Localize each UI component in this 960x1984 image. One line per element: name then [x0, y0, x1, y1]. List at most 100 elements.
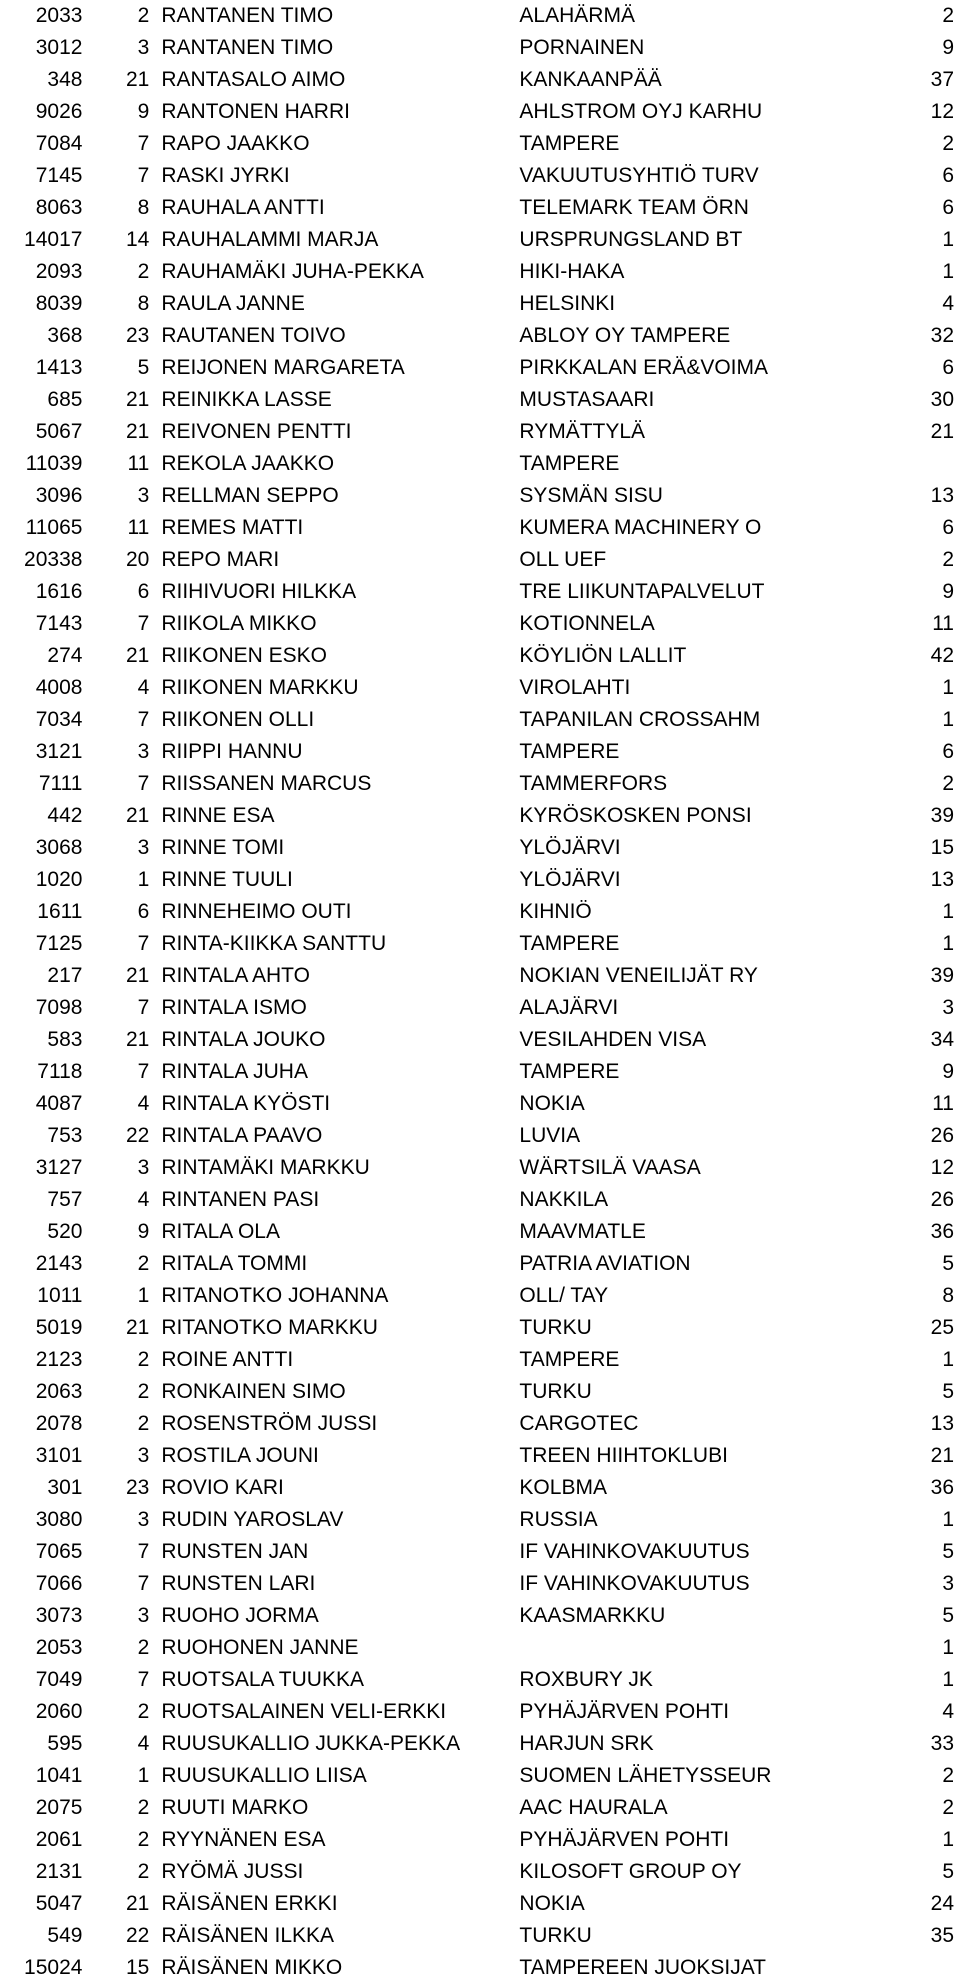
results-table: 20332RANTANEN TIMOALAHÄRMÄ230123RANTANEN… — [0, 0, 960, 1984]
table-cell: 8 — [872, 1280, 960, 1312]
table-cell: TRE LIIKUNTAPALVELUT — [513, 576, 871, 608]
table-cell: 6 — [88, 576, 155, 608]
table-cell: 520 — [0, 1216, 88, 1248]
table-row: 7574RINTANEN PASINAKKILA26 — [0, 1184, 960, 1216]
table-cell: 6 — [88, 896, 155, 928]
table-cell: TREEN HIIHTOKLUBI — [513, 1440, 871, 1472]
table-cell: KILOSOFT GROUP OY — [513, 1856, 871, 1888]
table-cell: RIIKONEN ESKO — [155, 640, 513, 672]
table-cell: RINTAMÄKI MARKKU — [155, 1152, 513, 1184]
table-cell: 3 — [88, 1440, 155, 1472]
table-cell: 7 — [88, 160, 155, 192]
table-row: 36823RAUTANEN TOIVOABLOY OY TAMPERE32 — [0, 320, 960, 352]
table-cell: 1 — [872, 1664, 960, 1696]
table-cell: 7125 — [0, 928, 88, 960]
table-row: 10201RINNE TUULIYLÖJÄRVI13 — [0, 864, 960, 896]
table-cell: RUNSTEN LARI — [155, 1568, 513, 1600]
table-cell: 1 — [872, 1504, 960, 1536]
table-row: 40874RINTALA KYÖSTINOKIA11 — [0, 1088, 960, 1120]
table-cell: 11065 — [0, 512, 88, 544]
table-cell: 1616 — [0, 576, 88, 608]
table-cell: 9 — [88, 1216, 155, 1248]
table-row: 20752RUUTI MARKOAAC HAURALA2 — [0, 1792, 960, 1824]
table-cell: 348 — [0, 64, 88, 96]
table-cell: RAUHAMÄKI JUHA-PEKKA — [155, 256, 513, 288]
table-cell: 1 — [872, 704, 960, 736]
table-cell: 1 — [872, 896, 960, 928]
table-cell: KOTIONNELA — [513, 608, 871, 640]
table-cell: 21 — [88, 1312, 155, 1344]
table-cell: RANTANEN TIMO — [155, 32, 513, 64]
table-cell: 301 — [0, 1472, 88, 1504]
table-cell: 1 — [88, 1760, 155, 1792]
table-cell: HARJUN SRK — [513, 1728, 871, 1760]
table-row: 10111RITANOTKO JOHANNAOLL/ TAY8 — [0, 1280, 960, 1312]
table-cell: 23 — [88, 1472, 155, 1504]
table-cell: 1 — [872, 256, 960, 288]
table-cell: 30 — [872, 384, 960, 416]
table-cell: 3 — [88, 32, 155, 64]
table-cell: 3 — [88, 736, 155, 768]
table-cell: 3 — [88, 832, 155, 864]
table-cell: NAKKILA — [513, 1184, 871, 1216]
table-cell: 11 — [872, 1088, 960, 1120]
table-cell: RITANOTKO JOHANNA — [155, 1280, 513, 1312]
table-row: 90269RANTONEN HARRIAHLSTROM OYJ KARHU12 — [0, 96, 960, 128]
table-row: 31273RINTAMÄKI MARKKUWÄRTSILÄ VAASA12 — [0, 1152, 960, 1184]
table-cell: PATRIA AVIATION — [513, 1248, 871, 1280]
table-cell: RINNE TOMI — [155, 832, 513, 864]
table-cell: RAUTANEN TOIVO — [155, 320, 513, 352]
table-cell: RAPO JAAKKO — [155, 128, 513, 160]
table-cell: 5 — [872, 1536, 960, 1568]
table-cell: 2 — [872, 768, 960, 800]
table-cell: 2 — [88, 0, 155, 32]
table-cell: 2078 — [0, 1408, 88, 1440]
table-cell: 2 — [88, 256, 155, 288]
table-cell: 9 — [88, 96, 155, 128]
table-cell: 1 — [88, 1280, 155, 1312]
table-cell: 11039 — [0, 448, 88, 480]
table-cell: RUOTSALAINEN VELI-ERKKI — [155, 1696, 513, 1728]
table-cell: 7145 — [0, 160, 88, 192]
table-cell: 8 — [88, 192, 155, 224]
table-cell: 2 — [88, 1632, 155, 1664]
table-row: 68521REINIKKA LASSEMUSTASAARI30 — [0, 384, 960, 416]
table-cell: RUDIN YAROSLAV — [155, 1504, 513, 1536]
table-cell: 8 — [88, 288, 155, 320]
table-cell: 2061 — [0, 1824, 88, 1856]
table-cell: 5019 — [0, 1312, 88, 1344]
table-cell: 6 — [872, 192, 960, 224]
table-cell: 7 — [88, 704, 155, 736]
table-cell: 442 — [0, 800, 88, 832]
table-cell: RINTALA ISMO — [155, 992, 513, 1024]
table-cell: 3101 — [0, 1440, 88, 1472]
table-cell: RINTALA PAAVO — [155, 1120, 513, 1152]
table-cell: PYHÄJÄRVEN POHTI — [513, 1824, 871, 1856]
table-cell: 7 — [88, 1664, 155, 1696]
table-cell: 2075 — [0, 1792, 88, 1824]
table-cell: RUOHO JORMA — [155, 1600, 513, 1632]
table-cell: RINTALA AHTO — [155, 960, 513, 992]
table-cell: 15 — [872, 832, 960, 864]
table-cell: 7 — [88, 128, 155, 160]
table-row: 30683RINNE TOMIYLÖJÄRVI15 — [0, 832, 960, 864]
table-row: 71187RINTALA JUHATAMPERE9 — [0, 1056, 960, 1088]
table-cell: TURKU — [513, 1920, 871, 1952]
table-cell: IF VAHINKOVAKUUTUS — [513, 1536, 871, 1568]
table-cell: AAC HAURALA — [513, 1792, 871, 1824]
table-cell: RANTANEN TIMO — [155, 0, 513, 32]
table-cell: 1020 — [0, 864, 88, 896]
table-cell: 7 — [88, 768, 155, 800]
table-row: 30803RUDIN YAROSLAVRUSSIA1 — [0, 1504, 960, 1536]
table-cell: ROVIO KARI — [155, 1472, 513, 1504]
table-cell: 7 — [88, 1536, 155, 1568]
table-row: 1502415RÄISÄNEN MIKKOTAMPEREEN JUOKSIJAT — [0, 1952, 960, 1984]
table-row: 80398RAULA JANNEHELSINKI4 — [0, 288, 960, 320]
table-cell: 8039 — [0, 288, 88, 320]
table-cell: 20 — [88, 544, 155, 576]
table-cell: 9 — [872, 1056, 960, 1088]
table-cell: 7084 — [0, 128, 88, 160]
table-cell: 39 — [872, 960, 960, 992]
table-cell: 20338 — [0, 544, 88, 576]
table-cell: TAMMERFORS — [513, 768, 871, 800]
